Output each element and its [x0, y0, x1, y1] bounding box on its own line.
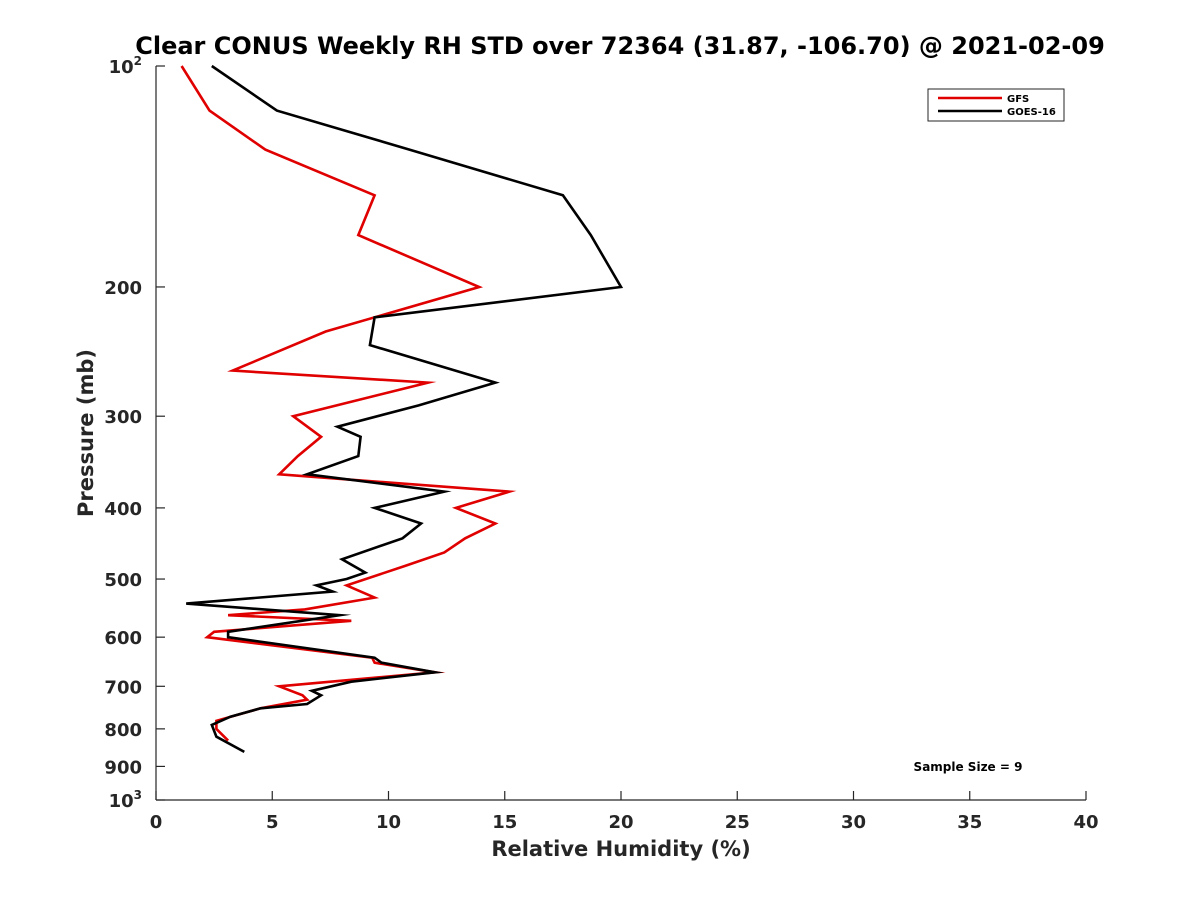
x-tick-label: 10 [376, 812, 401, 833]
sample-size-note: Sample Size = 9 [914, 760, 1023, 774]
y-tick-label: 300 [104, 407, 142, 428]
series-line-gfs [180, 65, 517, 742]
legend-box [927, 88, 1065, 122]
x-tick-label: 35 [957, 812, 982, 833]
x-axis-ticks: 0 5 10 15 20 25 30 35 40 [150, 791, 1099, 833]
x-tick-label: 5 [266, 812, 279, 833]
chart-title: Clear CONUS Weekly RH STD over 72364 (31… [135, 32, 1105, 60]
y-tick-label: 800 [104, 720, 142, 741]
x-tick-label: 20 [608, 812, 633, 833]
y-tick-label: 103 [109, 788, 142, 812]
legend-label: GOES-16 [1007, 107, 1056, 118]
y-tick-label: 500 [104, 570, 142, 591]
x-tick-label: 0 [150, 812, 163, 833]
y-tick-label: 102 [109, 54, 142, 78]
y-tick-base: 10 [109, 57, 134, 78]
y-tick-label: 200 [104, 278, 142, 299]
y-tick-exponent: 2 [134, 54, 142, 68]
x-tick-label: 15 [492, 812, 517, 833]
y-axis-label: Pressure (mb) [74, 349, 98, 517]
y-tick-exponent: 3 [134, 788, 142, 802]
plot-axes [155, 66, 1086, 801]
legend: GFS GOES-16 [927, 88, 1065, 122]
x-tick-label: 30 [841, 812, 866, 833]
series-lines [180, 64, 624, 754]
x-axis-label: Relative Humidity (%) [491, 837, 750, 861]
y-tick-base: 10 [109, 791, 134, 812]
series-line-goes-16 [186, 64, 624, 754]
x-tick-label: 40 [1073, 812, 1098, 833]
y-tick-label: 900 [104, 757, 142, 778]
x-tick-label: 25 [725, 812, 750, 833]
y-tick-label: 600 [104, 628, 142, 649]
legend-label: GFS [1007, 94, 1029, 105]
y-tick-label: 400 [104, 499, 142, 520]
y-tick-label: 700 [104, 677, 142, 698]
